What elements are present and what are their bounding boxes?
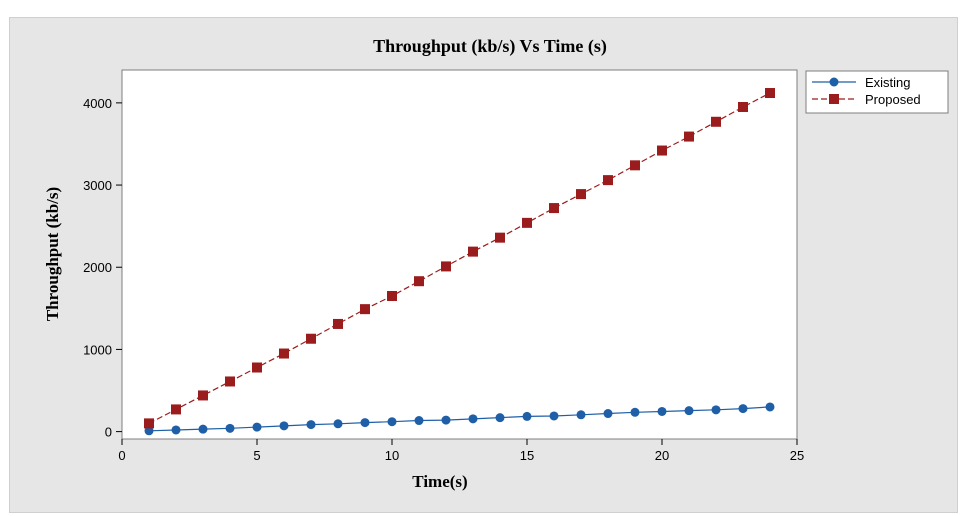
data-point [657, 145, 667, 156]
data-point [198, 424, 208, 434]
legend-marker [829, 77, 839, 87]
data-point [630, 160, 640, 171]
data-point [603, 409, 613, 419]
data-point [657, 406, 667, 416]
data-point [144, 426, 154, 436]
data-point [279, 348, 289, 359]
data-point [360, 304, 370, 315]
data-point [576, 410, 586, 420]
x-tick-label: 20 [655, 448, 669, 463]
data-point [603, 175, 613, 186]
x-tick-label: 10 [385, 448, 399, 463]
y-tick-label: 0 [105, 425, 112, 440]
data-point [711, 405, 721, 415]
x-axis-title: Time(s) [412, 472, 467, 491]
data-point [576, 189, 586, 200]
data-point [468, 414, 478, 424]
data-point [333, 318, 343, 329]
y-tick-label: 1000 [83, 342, 112, 357]
data-point [765, 402, 775, 412]
axes: 0 5 10 15 20 25 0 1000 2000 3000 4000 [83, 96, 804, 463]
data-point [468, 246, 478, 257]
data-point [171, 425, 181, 435]
data-point [684, 406, 694, 416]
data-point [495, 413, 505, 423]
data-point [441, 261, 451, 272]
x-tick-label: 0 [118, 448, 125, 463]
series-existing [144, 402, 775, 436]
data-point [630, 407, 640, 417]
legend-box [805, 70, 949, 114]
data-point [252, 422, 262, 432]
data-point [306, 420, 316, 430]
data-point [738, 404, 748, 414]
data-point [522, 411, 532, 421]
data-point [549, 203, 559, 214]
data-point [387, 417, 397, 427]
data-point [171, 404, 181, 415]
data-point [225, 423, 235, 433]
chart: Throughput (kb/s) Vs Time (s) 0 5 10 15 20 25… [43, 36, 949, 491]
data-point [549, 411, 559, 421]
data-point [738, 101, 748, 112]
data-point [522, 217, 532, 228]
legend: Existing Proposed [805, 70, 949, 114]
data-point [711, 116, 721, 127]
data-point [198, 390, 208, 401]
data-point [279, 421, 289, 431]
y-axis-title: Throughput (kb/s) [43, 187, 62, 321]
data-point [495, 232, 505, 243]
plot-area [121, 69, 798, 440]
data-point [765, 88, 775, 99]
data-point [360, 418, 370, 428]
data-point [441, 415, 451, 425]
x-tick-label: 5 [253, 448, 260, 463]
y-tick-label: 3000 [83, 178, 112, 193]
legend-label: Proposed [865, 92, 921, 107]
x-tick-label: 25 [790, 448, 804, 463]
data-point [684, 131, 694, 142]
series-line-existing [148, 406, 771, 432]
legend-label: Existing [865, 75, 911, 90]
chart-title: Throughput (kb/s) Vs Time (s) [373, 36, 607, 57]
chart-frame: Throughput (kb/s) Vs Time (s) 0 5 10 15 20 25… [9, 17, 958, 513]
y-tick-label: 4000 [83, 96, 112, 111]
data-point [333, 419, 343, 429]
data-point [144, 418, 154, 429]
series-layer [144, 88, 775, 436]
data-point [414, 416, 424, 426]
series-proposed [144, 88, 775, 429]
data-point [252, 362, 262, 373]
data-point [306, 333, 316, 344]
data-point [414, 276, 424, 287]
data-point [225, 376, 235, 387]
x-tick-label: 15 [520, 448, 534, 463]
legend-marker [829, 94, 839, 104]
y-tick-label: 2000 [83, 260, 112, 275]
data-point [387, 291, 397, 302]
